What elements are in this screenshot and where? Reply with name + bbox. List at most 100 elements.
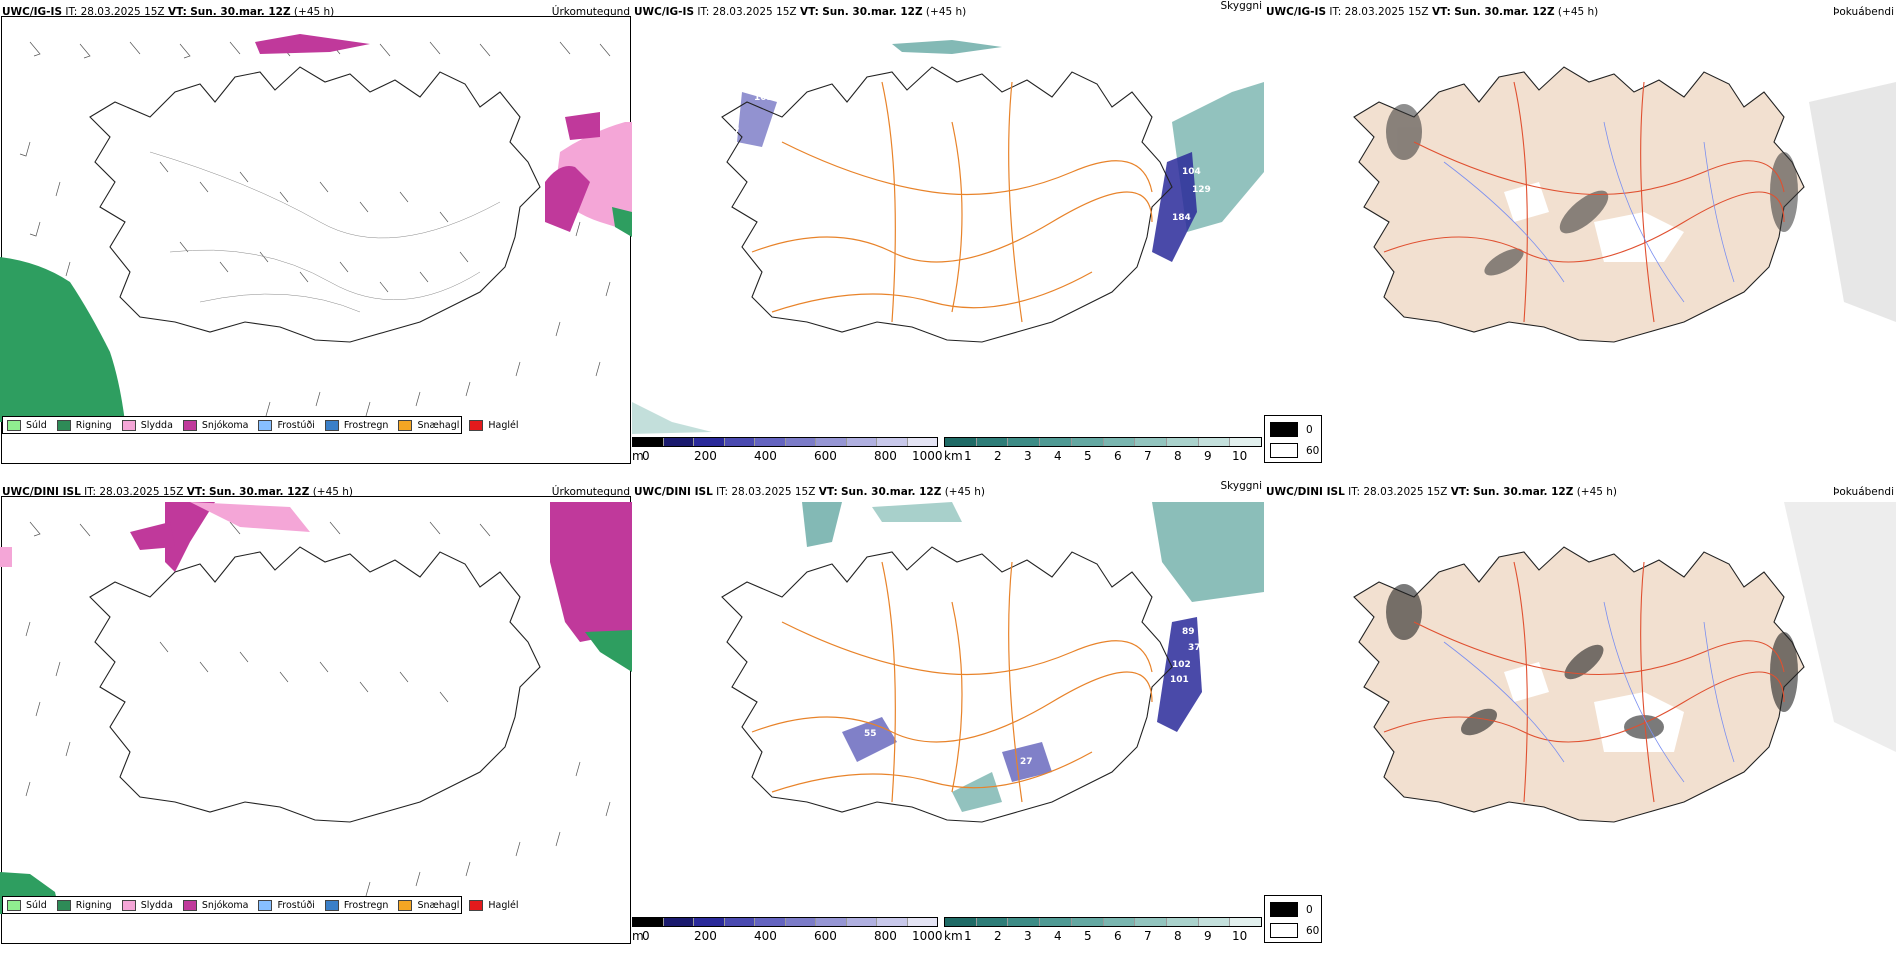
colorbar-step bbox=[723, 918, 754, 926]
vis-label: 57 bbox=[727, 127, 740, 137]
colorbar-step bbox=[1039, 918, 1071, 926]
legend-item: Snæhagl bbox=[398, 419, 459, 431]
colorbar-step bbox=[754, 918, 785, 926]
panel-header: UWC/DINI ISL IT: 28.03.2025 15Z VT: Sun.… bbox=[2, 486, 354, 498]
visibility-colorbar: m 0 200 400 600 800 1000 km 1 2 3 4 5 6 … bbox=[632, 437, 1264, 477]
fog-legend-item: 60 bbox=[1270, 443, 1319, 458]
colorbar-step bbox=[754, 438, 785, 446]
visibility-panel-top: UWC/IG-IS IT: 28.03.2025 15Z VT: Sun. 30… bbox=[632, 0, 1264, 470]
vis-label: 101 bbox=[1170, 675, 1189, 685]
panel-header: UWC/DINI ISL IT: 28.03.2025 15Z VT: Sun.… bbox=[634, 486, 986, 498]
visibility-colorbar: m 0 200 400 600 800 1000 km 1 2 3 4 5 6 … bbox=[632, 917, 1264, 957]
colorbar-step bbox=[693, 438, 724, 446]
colorbar-step bbox=[815, 438, 846, 446]
vis-label: 55 bbox=[864, 729, 877, 739]
vt-label: VT: bbox=[167, 6, 187, 18]
legend-swatch bbox=[324, 419, 339, 431]
legend-item: Frostregn bbox=[324, 419, 388, 431]
fog-legend: 0 60 bbox=[1264, 415, 1322, 463]
colorbar-step bbox=[723, 438, 754, 446]
colorbar-step bbox=[1165, 918, 1198, 926]
panel-title: Skyggni bbox=[1220, 480, 1263, 492]
colorbar-step bbox=[975, 918, 1008, 926]
colorbar-step bbox=[1197, 438, 1230, 446]
visibility-panel-bottom: UWC/DINI ISL IT: 28.03.2025 15Z VT: Sun.… bbox=[632, 480, 1264, 950]
colorbar-step bbox=[815, 918, 846, 926]
vis-label: 104 bbox=[1182, 167, 1201, 177]
colorbar-step bbox=[1134, 438, 1166, 446]
vis-label: 89 bbox=[1182, 627, 1195, 637]
panel-title: Þokuábendi bbox=[1833, 6, 1894, 18]
vis-label: 184 bbox=[1172, 213, 1191, 223]
colorbar-step bbox=[633, 438, 663, 446]
visibility-map: 103 57 104 129 184 500 bbox=[632, 40, 1264, 434]
vis-label: 28 bbox=[807, 577, 820, 587]
colorbar-step bbox=[1229, 918, 1262, 926]
vis-label: 84 bbox=[777, 557, 790, 567]
model-name: UWC/IG-IS bbox=[2, 6, 63, 18]
legend-swatch bbox=[182, 419, 197, 431]
snow-area bbox=[545, 166, 590, 232]
colorbar-step bbox=[906, 438, 937, 446]
colorbar-step bbox=[1134, 918, 1166, 926]
legend-item: Slydda bbox=[121, 419, 173, 431]
snow-area bbox=[550, 502, 632, 642]
legend-swatch bbox=[121, 419, 136, 431]
it-value: 28.03.2025 15Z bbox=[80, 6, 165, 18]
vis-label: 129 bbox=[1192, 185, 1211, 195]
precip-panel-top: UWC/IG-IS IT: 28.03.2025 15Z VT: Sun. 30… bbox=[0, 0, 632, 470]
visibility-map: 84 28 89 37 102 101 55 27 bbox=[721, 502, 1264, 823]
fog-legend-item: 60 bbox=[1270, 923, 1319, 938]
colorbar-step bbox=[662, 918, 693, 926]
panel-title: Skyggni bbox=[1220, 0, 1263, 12]
colorbar-step bbox=[1007, 438, 1040, 446]
precip-type-legend: Súld Rigning Slydda Snjókoma Frostúði Fr… bbox=[2, 896, 519, 914]
colorbar-step bbox=[1197, 918, 1230, 926]
vis-label: 102 bbox=[1172, 660, 1191, 670]
vt-value: Sun. 30.mar. 12Z bbox=[190, 6, 291, 18]
meters-unit: m bbox=[632, 449, 644, 463]
colorbar-step bbox=[784, 438, 815, 446]
meters-colorbar bbox=[632, 437, 938, 447]
precip-map bbox=[0, 34, 632, 422]
colorbar-step bbox=[1102, 438, 1135, 446]
precip-panel-bottom: UWC/DINI ISL IT: 28.03.2025 15Z VT: Sun.… bbox=[0, 480, 632, 950]
fog-legend-item: 0 bbox=[1270, 902, 1313, 917]
meters-colorbar bbox=[632, 917, 938, 927]
km-colorbar bbox=[944, 437, 1262, 447]
panel-header: UWC/IG-IS IT: 28.03.2025 15Z VT: Sun. 30… bbox=[634, 6, 967, 18]
colorbar-step bbox=[1007, 918, 1040, 926]
colorbar-step bbox=[1229, 438, 1262, 446]
fog-legend-item: 0 bbox=[1270, 422, 1313, 437]
legend-swatch bbox=[7, 419, 21, 431]
colorbar-step bbox=[876, 918, 907, 926]
vis-label: 27 bbox=[1020, 757, 1033, 767]
legend-swatch bbox=[56, 419, 71, 431]
colorbar-step bbox=[876, 438, 907, 446]
vis-label: 103 bbox=[754, 93, 773, 103]
colorbar-step bbox=[693, 918, 724, 926]
colorbar-step bbox=[845, 438, 876, 446]
rain-area bbox=[0, 257, 125, 422]
km-unit: km bbox=[944, 449, 963, 463]
precip-map bbox=[0, 502, 632, 914]
fog-panel-bottom: UWC/DINI ISL IT: 28.03.2025 15Z VT: Sun.… bbox=[1264, 480, 1896, 950]
colorbar-step bbox=[1102, 918, 1135, 926]
panel-frame bbox=[1, 496, 631, 944]
colorbar-step bbox=[1039, 438, 1071, 446]
fog-map bbox=[1353, 66, 1896, 343]
km-colorbar bbox=[944, 917, 1262, 927]
fog-panel-top: UWC/IG-IS IT: 28.03.2025 15Z VT: Sun. 30… bbox=[1264, 0, 1896, 470]
colorbar-step bbox=[945, 438, 976, 446]
km-unit: km bbox=[944, 929, 963, 943]
colorbar-step bbox=[945, 918, 976, 926]
legend-item: Súld bbox=[7, 419, 47, 431]
precip-type-legend: Súld Rigning Slydda Snjókoma Frostúði Fr… bbox=[2, 416, 519, 434]
legend-swatch bbox=[258, 419, 273, 431]
it-label: IT: bbox=[65, 6, 78, 18]
colorbar-step bbox=[1070, 438, 1103, 446]
vis-label: 37 bbox=[1188, 643, 1201, 653]
legend-swatch bbox=[469, 419, 484, 431]
legend-item: Snjókoma bbox=[182, 419, 248, 431]
panel-header: UWC/IG-IS IT: 28.03.2025 15Z VT: Sun. 30… bbox=[2, 6, 334, 18]
